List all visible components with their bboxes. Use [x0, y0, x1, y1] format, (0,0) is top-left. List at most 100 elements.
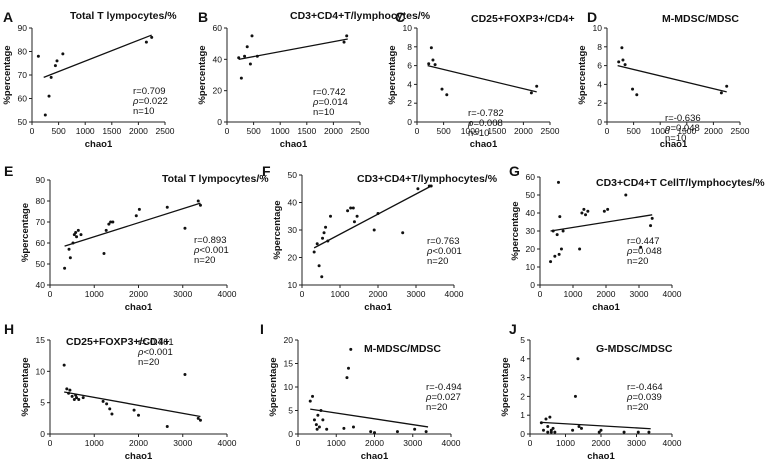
y-axis-label-j: %percentage: [500, 357, 511, 416]
panel-f: F CD3+CD4+T/lymphocytes/% 0 1000 2000 3000 400…: [262, 163, 498, 313]
data-point-g: [549, 260, 553, 264]
data-point-f: [346, 209, 350, 213]
stat-rho-symbol-a: ρ: [132, 96, 139, 107]
y-tick-label-b: 60: [213, 23, 223, 33]
data-point-h: [108, 407, 112, 411]
data-point-f: [329, 214, 332, 218]
data-point-j: [622, 430, 626, 434]
data-point-i: [349, 347, 353, 351]
data-point-h: [77, 398, 81, 402]
y-tick-label-j: 4: [520, 354, 525, 364]
data-point-e: [109, 220, 113, 224]
stat-text-i: ρ=0.027: [425, 392, 461, 403]
stat-text-j: n=20: [627, 402, 648, 413]
data-point-e: [74, 231, 78, 234]
data-point-h: [132, 408, 136, 412]
data-point-i: [315, 427, 319, 431]
y-tick-label-h: 10: [36, 366, 46, 376]
regression-line-i: [310, 408, 429, 428]
y-tick-label-b: 40: [213, 54, 223, 64]
data-point-e: [137, 207, 141, 211]
regression-line-g: [550, 214, 653, 232]
y-tick-label-d: 4: [597, 79, 602, 89]
panel-title-c: CD25+FOXP3+/CD4+: [471, 13, 575, 25]
data-point-j: [551, 426, 555, 430]
x-axis-label-g: chao1: [592, 302, 620, 313]
data-point-g: [557, 252, 561, 256]
y-tick-label-b: 0: [217, 117, 222, 127]
data-point-c: [535, 84, 539, 88]
data-point-h: [81, 396, 85, 400]
stat-text-j: r=-0.464: [627, 382, 663, 393]
y-tick-label-i: 0: [288, 429, 293, 439]
data-point-i: [373, 431, 376, 435]
y-tick-label-d: 0: [597, 117, 602, 127]
data-point-e: [68, 256, 72, 260]
panel-letter-c: C: [395, 9, 405, 25]
panel-title-i: M-MDSC/MDSC: [364, 343, 441, 355]
data-point-i: [351, 425, 355, 429]
x-tick-label-f: 0: [300, 289, 305, 299]
data-point-i: [312, 418, 316, 422]
x-tick-label-b: 1500: [297, 126, 316, 136]
panel-letter-j: J: [509, 321, 517, 337]
panel-title-f: CD3+CD4+T/lymphocytes/%: [357, 173, 498, 185]
y-tick-label-i: 15: [284, 359, 294, 369]
x-tick-label-e: 3000: [173, 289, 192, 299]
y-tick-label-b: 20: [213, 86, 223, 96]
data-point-j: [541, 428, 545, 432]
stat-text-d: r=-0.636: [665, 113, 701, 124]
data-point-i: [317, 425, 321, 429]
x-tick-label-e: 2000: [129, 289, 148, 299]
y-tick-label-f: 50: [288, 170, 298, 180]
y-tick-label-e: 90: [36, 175, 46, 185]
data-point-b: [342, 40, 346, 44]
stat-rho-symbol-j: ρ: [626, 392, 633, 403]
x-tick-label-b: 2500: [351, 126, 370, 136]
data-point-i: [321, 418, 325, 422]
data-point-a: [49, 75, 53, 79]
data-point-h: [68, 388, 72, 392]
stat-text-g: n=20: [627, 256, 648, 267]
data-point-f: [312, 250, 316, 254]
x-tick-label-d: 2500: [731, 126, 750, 136]
x-tick-label-b: 500: [247, 126, 261, 136]
data-point-i: [308, 399, 312, 403]
data-point-f: [416, 187, 420, 191]
y-tick-label-d: 6: [597, 61, 602, 71]
y-tick-label-c: 10: [403, 23, 413, 33]
data-point-j: [548, 415, 552, 419]
x-tick-label-b: 2000: [324, 126, 343, 136]
data-point-j: [553, 430, 557, 434]
y-tick-label-i: 5: [288, 406, 293, 416]
stat-text-e: r=0.893: [194, 235, 227, 246]
data-point-a: [43, 113, 47, 117]
stat-text-h: n=20: [138, 357, 159, 368]
y-tick-label-e: 70: [36, 217, 46, 227]
x-tick-label-h: 2000: [129, 438, 148, 448]
data-point-i: [424, 430, 428, 434]
data-point-f: [315, 242, 319, 246]
y-tick-label-g: 60: [526, 172, 536, 182]
y-tick-label-f: 10: [288, 280, 298, 290]
panel-a: A Total T lympocytes/% 0 500 1000 1500 2000 250…: [2, 9, 177, 150]
data-point-b: [250, 34, 254, 38]
x-tick-label-f: 1000: [331, 289, 350, 299]
data-point-g: [561, 229, 565, 233]
x-tick-label-i: 0: [296, 438, 301, 448]
x-tick-label-g: 4000: [663, 289, 682, 299]
x-axis-label-c: chao1: [470, 139, 498, 150]
x-tick-label-i: 1000: [327, 438, 346, 448]
data-point-g: [558, 215, 562, 219]
y-tick-label-j: 3: [520, 373, 525, 383]
x-tick-label-e: 0: [48, 289, 53, 299]
panel-d: D M-MDSC/MDSC 0 500 1000 1500 2000 2500 0 2 4 6 8 10 c…: [577, 9, 750, 150]
panel-e: E Total T lympocytes/% 0 1000 2000 3000 4000 40…: [4, 163, 269, 313]
data-point-e: [102, 252, 106, 255]
panel-title-g: CD3+CD4+T CellT/lymphocytes/%: [596, 177, 765, 189]
y-tick-label-e: 50: [36, 259, 46, 269]
data-point-h: [110, 412, 114, 416]
data-point-i: [395, 430, 399, 434]
data-point-e: [63, 266, 67, 270]
y-tick-label-a: 70: [18, 70, 28, 80]
